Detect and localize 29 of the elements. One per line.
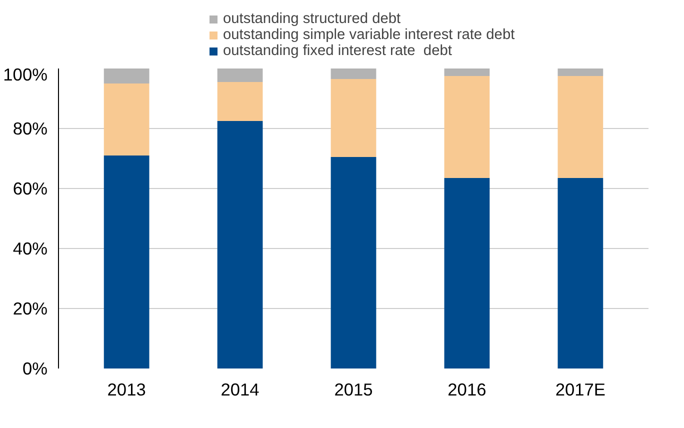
bar	[558, 68, 604, 76]
y-tick-label: 20%	[12, 298, 48, 318]
y-tick-label: 60%	[12, 178, 48, 198]
x-tick-label: 2013	[107, 380, 146, 400]
y-tick-label: 40%	[12, 238, 48, 258]
x-tick-label: 2016	[448, 380, 486, 400]
bar	[217, 68, 263, 82]
bar	[558, 178, 604, 368]
bar	[330, 79, 376, 157]
bar	[444, 178, 490, 368]
x-tick-label: 2017E	[555, 380, 606, 400]
bar	[330, 68, 376, 79]
legend-label: outstanding simple variable interest rate debt	[223, 27, 515, 43]
bar	[217, 82, 263, 121]
y-tick-label: 0%	[22, 358, 48, 378]
bar	[217, 121, 263, 368]
bar	[444, 76, 490, 178]
legend-label: outstanding structured debt	[223, 11, 401, 27]
bar	[104, 156, 150, 368]
bar	[558, 76, 604, 178]
bar	[104, 84, 150, 156]
bar	[104, 68, 150, 84]
x-tick-label: 2014	[220, 380, 260, 400]
y-tick-label: 100%	[3, 64, 48, 84]
x-tick-label: 2015	[334, 380, 373, 400]
y-tick-label: 80%	[12, 118, 48, 138]
legend-label: outstanding fixed interest rate debt	[223, 43, 452, 59]
bar	[444, 68, 490, 76]
bar	[330, 157, 376, 368]
